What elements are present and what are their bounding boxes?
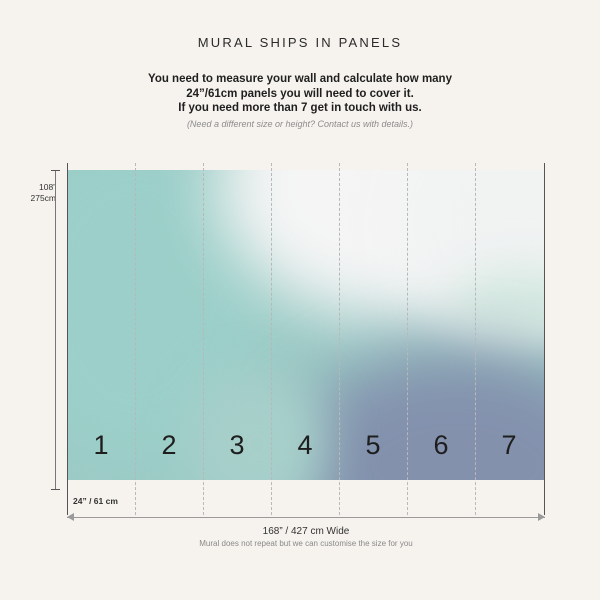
height-cm: 275cm <box>30 193 56 203</box>
repeat-note: Mural does not repeat but we can customi… <box>199 539 413 548</box>
mural-gradient-teal-low <box>187 370 327 480</box>
panel-divider <box>271 163 272 515</box>
mural-preview <box>67 170 545 480</box>
size-note: (Need a different size or height? Contac… <box>186 119 414 129</box>
instruction-line-3: If you need more than 7 get in touch wit… <box>178 102 422 114</box>
height-line <box>55 170 56 490</box>
total-width-label: 168” / 427 cm Wide <box>262 526 350 537</box>
arrow-right-icon <box>538 513 545 521</box>
panel-divider <box>339 163 340 515</box>
arrow-left-icon <box>67 513 74 521</box>
instructions: You need to measure your wall and calcul… <box>0 72 600 116</box>
panel-divider <box>203 163 204 515</box>
height-label: 108” 275cm <box>20 182 56 204</box>
panel-number-7: 7 <box>501 430 517 460</box>
panel-edge-right <box>544 163 545 515</box>
panel-number-4: 4 <box>297 430 313 460</box>
instruction-line-2: 24”/61cm panels you will need to cover i… <box>186 87 414 100</box>
height-inches: 108” <box>38 182 56 192</box>
panel-divider <box>475 163 476 515</box>
panel-divider <box>135 163 136 515</box>
panel-number-3: 3 <box>229 430 245 460</box>
panel-edge-left <box>67 163 68 515</box>
height-cap-top <box>51 170 60 171</box>
panel-number-6: 6 <box>433 430 449 460</box>
page-title: MURAL SHIPS IN PANELS <box>197 35 403 50</box>
panel-divider <box>407 163 408 515</box>
width-line <box>67 517 545 518</box>
panel-width-label: 24” / 61 cm <box>73 496 118 506</box>
instruction-line-1: You need to measure your wall and calcul… <box>148 73 452 85</box>
panel-number-2: 2 <box>161 430 177 460</box>
panel-number-1: 1 <box>93 430 109 460</box>
height-cap-bottom <box>51 489 60 490</box>
panel-number-5: 5 <box>365 430 381 460</box>
